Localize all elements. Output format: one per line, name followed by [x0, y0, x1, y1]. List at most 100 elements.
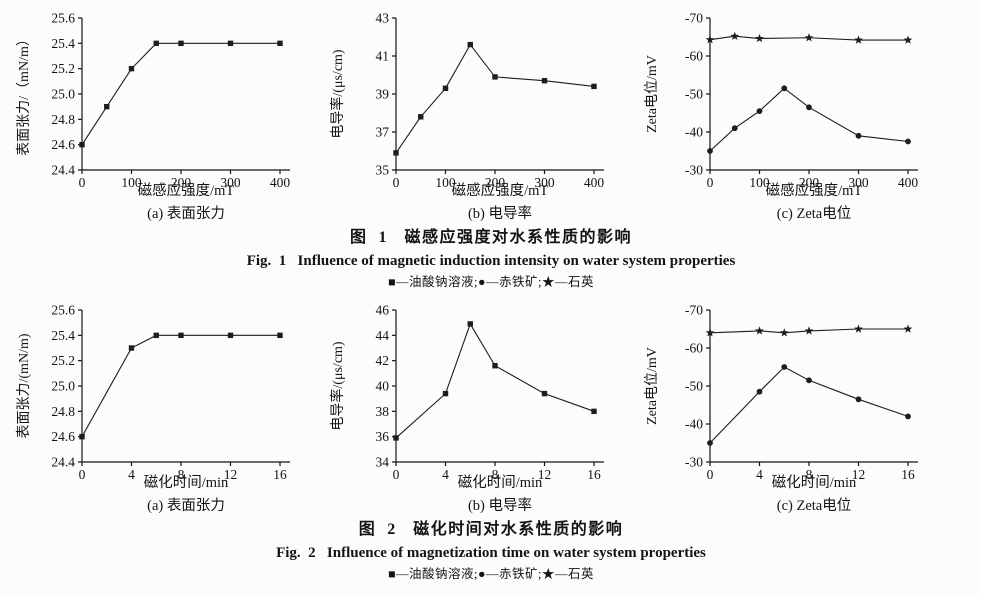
x-tick-label: 16: [273, 467, 287, 482]
y-tick-label: 35: [376, 163, 390, 178]
axis-labels: 0 4 8 12 16 24.4 24.6 24.8 25.0 25.2 25.4 25.6: [51, 303, 287, 483]
x-tick-label: 400: [270, 175, 291, 190]
square-marker-icon: [128, 345, 135, 351]
series-quartz: [705, 31, 913, 44]
y-axis-title: Zeta电位/mV: [644, 347, 660, 425]
axes: [81, 310, 290, 463]
y-axis-title: 电导率/(μs/cm): [329, 341, 346, 430]
y-tick-label: 24.4: [51, 455, 75, 470]
x-tick-label: 16: [587, 467, 601, 482]
x-tick-label: 4: [128, 467, 135, 482]
y-tick-label: 34: [376, 455, 390, 470]
x-tick-label: 12: [224, 467, 238, 482]
series-line: [709, 328, 908, 334]
y-tick-label: 25.6: [51, 303, 75, 318]
x-axis-title: 磁感应强度/mT: [766, 181, 863, 199]
y-axis-title: 表面张力/(mN/m): [16, 333, 32, 438]
x-tick-label: 100: [435, 175, 456, 190]
y-tick-label: -30: [685, 455, 703, 470]
y-tick-label: 36: [376, 429, 390, 444]
axis-labels: 0 4 8 12 16 34 36 38 40 42 44 46: [376, 303, 602, 483]
y-tick-label: 44: [376, 328, 390, 343]
chart-svg-fig2-a: 0 4 8 12 16 24.4 24.6 24.8 25.0 25.2 25.4 25.6 表面张力/…: [16, 303, 290, 514]
y-tick-label: 24.8: [51, 112, 75, 127]
star-marker-icon: [755, 33, 764, 43]
square-marker-icon: [227, 332, 234, 339]
series-quartz: [705, 324, 913, 337]
square-marker-icon: [178, 40, 184, 47]
chart-fig2-zeta-potential: 0 4 8 12 16 -30 -40 -50 -60 -70 Zeta电位/mV 磁化时间/min (…: [638, 296, 938, 518]
square-marker-icon: [153, 40, 159, 47]
x-tick-label: 0: [393, 175, 400, 190]
chart-fig1-zeta-potential: 0 100 200 300 400 -30 -40 -50 -60 -70 Zeta电位/mV 磁感应…: [638, 4, 938, 226]
square-marker-icon: [467, 321, 473, 327]
chart-fig1-surface-tension: 0 100 200 300 400 24.4 24.6 24.8 25.0 25.2 25.4 25.…: [10, 4, 310, 226]
star-marker-icon: [854, 324, 863, 333]
y-tick-label: 37: [376, 125, 390, 140]
y-axis-title: 表面张力/（mN/m）: [16, 32, 32, 156]
square-marker-icon: [591, 83, 597, 90]
circle-marker-icon: [731, 125, 738, 132]
x-tick-label: 0: [707, 175, 714, 190]
star-marker-icon: [705, 328, 715, 337]
square-marker-icon: [178, 332, 184, 339]
chart-svg-fig2-c: 0 4 8 12 16 -30 -40 -50 -60 -70 Zeta电位/mV 磁化时间/min (…: [644, 303, 918, 514]
figure2-caption-block: 图 2 磁化时间对水系性质的影响 Fig. 2 Influence of mag…: [0, 518, 982, 584]
chart-svg-fig2-b: 0 4 8 12 16 34 36 38 40 42 44 46 电导率/(μs/cm) 磁化时间/min…: [329, 303, 604, 514]
x-axis-title: 磁感应强度/mT: [138, 181, 235, 199]
y-tick-label: 25.4: [51, 328, 75, 343]
figure2-charts-row: 0 4 8 12 16 24.4 24.6 24.8 25.0 25.2 25.4 25.6 表面张力/…: [0, 296, 982, 518]
series-line: [709, 366, 909, 444]
star-marker-icon: [804, 33, 814, 42]
axes: [709, 310, 918, 463]
chart-fig2-conductivity: 0 4 8 12 16 34 36 38 40 42 44 46 电导率/(μs/cm) 磁化时间/min…: [324, 296, 624, 518]
square-marker-icon: [79, 433, 85, 440]
circle-marker-icon: [806, 377, 812, 384]
chart-fig2-surface-tension: 0 4 8 12 16 24.4 24.6 24.8 25.0 25.2 25.4 25.6 表面张力/…: [10, 296, 310, 518]
x-tick-label: 8: [178, 467, 185, 482]
x-axis-title: 磁感应强度/mT: [452, 181, 549, 199]
series-sodium-oleate-solution: [79, 332, 283, 440]
x-tick-label: 100: [121, 175, 142, 190]
x-tick-label: 12: [538, 467, 552, 482]
axis-labels: 0 100 200 300 400 -30 -40 -50 -60 -70: [685, 11, 918, 191]
square-marker-icon: [492, 74, 498, 80]
panel-caption: (a) 表面张力: [147, 205, 225, 222]
axes: [395, 18, 604, 171]
x-tick-label: 8: [806, 467, 813, 482]
chart-svg-fig1-c: 0 100 200 300 400 -30 -40 -50 -60 -70 Zeta电位/mV 磁感应…: [644, 11, 918, 223]
square-marker-icon: [128, 65, 135, 72]
series-line: [709, 35, 908, 41]
star-marker-icon: [903, 35, 913, 44]
circle-marker-icon: [905, 413, 911, 420]
y-tick-label: 41: [376, 49, 390, 64]
circle-marker-icon: [781, 364, 788, 370]
star-marker-icon: [854, 35, 863, 44]
figure1-title-en: Fig. 1 Influence of magnetic induction i…: [246, 253, 736, 269]
y-tick-label: 25.0: [51, 87, 75, 102]
star-marker-icon: [779, 328, 789, 337]
star-marker-icon: [903, 324, 913, 333]
circle-marker-icon: [707, 440, 713, 446]
series-hematite: [707, 85, 911, 154]
y-tick-label: 25.6: [51, 11, 75, 26]
y-tick-label: -60: [685, 341, 703, 356]
x-tick-label: 400: [584, 175, 605, 190]
x-axis-title: 磁化时间/min: [458, 474, 543, 491]
star-marker-icon: [804, 326, 814, 335]
x-tick-label: 300: [848, 175, 869, 190]
square-marker-icon: [104, 103, 110, 110]
axes: [81, 18, 290, 171]
figure2-series-legend: ■—油酸钠溶液;●—赤铁矿;★—石英: [387, 567, 595, 581]
x-tick-label: 0: [79, 175, 86, 190]
axis-labels: 0 100 200 300 400 24.4 24.6 24.8 25.0 25.2 25.4 25.…: [51, 11, 290, 191]
x-tick-label: 200: [799, 175, 820, 190]
square-marker-icon: [79, 141, 85, 148]
y-tick-label: -70: [685, 303, 703, 318]
figure1-series-legend: ■—油酸钠溶液;●—赤铁矿;★—石英: [387, 275, 595, 289]
chart-svg-fig1-b: 0 100 200 300 400 35 37 39 41 43 电导率/(μs/cm) 磁感应强度/…: [329, 11, 605, 223]
figure1-caption-block: 图 1 磁感应强度对水系性质的影响 Fig. 1 Influence of ma…: [0, 226, 982, 292]
x-tick-label: 300: [220, 175, 241, 190]
y-tick-label: -70: [685, 11, 703, 26]
